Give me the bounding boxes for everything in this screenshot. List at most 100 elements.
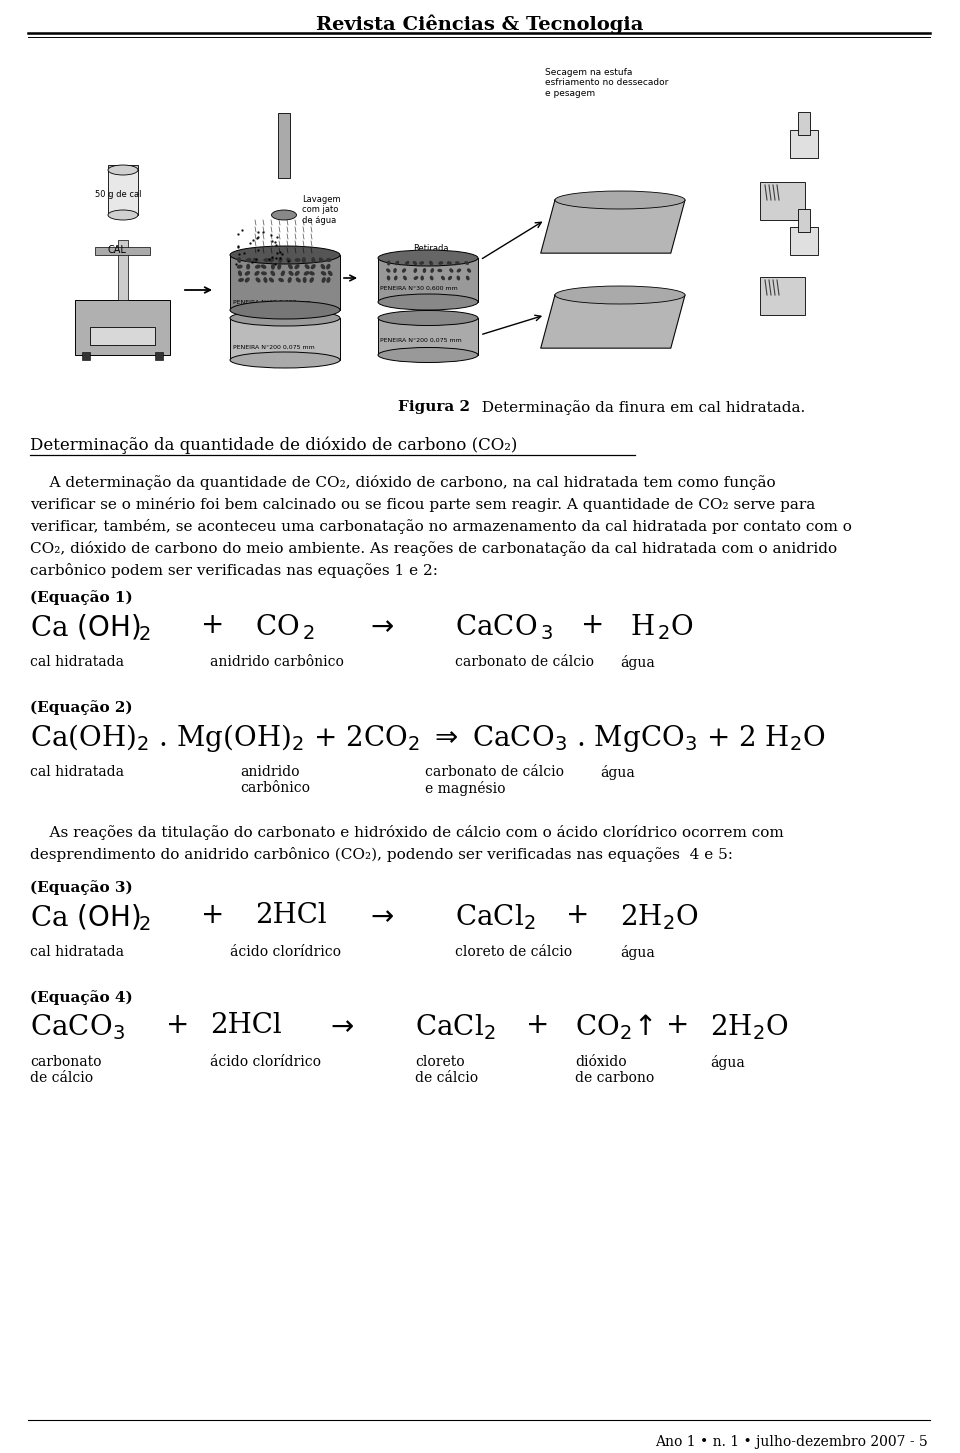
Text: cal hidratada: cal hidratada	[30, 655, 124, 668]
Bar	[90, 327, 155, 344]
Bar	[790, 129, 818, 158]
Ellipse shape	[255, 278, 259, 283]
Ellipse shape	[286, 278, 292, 282]
Text: Revista Ciências & Tecnologia: Revista Ciências & Tecnologia	[316, 15, 644, 35]
Ellipse shape	[287, 270, 293, 276]
Ellipse shape	[244, 270, 249, 276]
Ellipse shape	[414, 267, 418, 273]
Ellipse shape	[272, 264, 276, 269]
Ellipse shape	[326, 257, 332, 263]
Ellipse shape	[108, 211, 138, 219]
Ellipse shape	[264, 278, 268, 283]
Text: água: água	[710, 1055, 745, 1069]
Ellipse shape	[293, 270, 299, 276]
Text: $+$: $+$	[580, 612, 602, 639]
Bar	[82, 352, 90, 360]
Bar	[108, 166, 138, 170]
Ellipse shape	[439, 262, 444, 264]
Ellipse shape	[305, 278, 309, 283]
Ellipse shape	[313, 263, 318, 270]
Ellipse shape	[441, 276, 445, 280]
Text: Determinação da quantidade de dióxido de carbono (CO₂): Determinação da quantidade de dióxido de…	[30, 437, 517, 455]
Ellipse shape	[287, 257, 293, 263]
Ellipse shape	[403, 276, 407, 280]
Text: PENEIRA N°200 0,075 mm: PENEIRA N°200 0,075 mm	[380, 339, 462, 343]
Ellipse shape	[414, 276, 419, 280]
Text: As reações da titulação do carbonato e hidróxido de cálcio com o ácido clorídric: As reações da titulação do carbonato e h…	[30, 825, 783, 840]
Text: cal hidratada: cal hidratada	[30, 944, 124, 959]
Ellipse shape	[302, 264, 309, 269]
Ellipse shape	[319, 264, 324, 269]
Ellipse shape	[247, 264, 252, 269]
Ellipse shape	[466, 276, 469, 280]
Bar	[760, 182, 805, 219]
Ellipse shape	[378, 294, 478, 309]
Ellipse shape	[310, 272, 316, 276]
Ellipse shape	[302, 259, 308, 262]
Text: (Equação 1): (Equação 1)	[30, 590, 132, 604]
Ellipse shape	[313, 278, 317, 283]
Text: Determinação da finura em cal hidratada.: Determinação da finura em cal hidratada.	[472, 400, 805, 416]
Ellipse shape	[394, 267, 396, 273]
Text: carbônico: carbônico	[240, 782, 310, 795]
Text: de cálcio: de cálcio	[30, 1071, 93, 1085]
Ellipse shape	[278, 270, 283, 276]
Text: $\rightarrow$: $\rightarrow$	[365, 902, 395, 928]
Text: 2HCl: 2HCl	[210, 1011, 281, 1039]
Ellipse shape	[255, 270, 260, 276]
Bar	[798, 209, 810, 232]
Ellipse shape	[387, 276, 391, 280]
Bar	[378, 318, 478, 355]
Polygon shape	[540, 201, 685, 253]
Ellipse shape	[449, 269, 453, 273]
Text: carbonato de cálcio: carbonato de cálcio	[425, 764, 564, 779]
Ellipse shape	[230, 309, 340, 325]
Ellipse shape	[446, 262, 452, 264]
Ellipse shape	[236, 264, 242, 269]
Text: carbonato: carbonato	[30, 1055, 102, 1069]
Text: Ano 1 • n. 1 • julho-dezembro 2007 - 5: Ano 1 • n. 1 • julho-dezembro 2007 - 5	[656, 1436, 928, 1449]
Text: cloreto de cálcio: cloreto de cálcio	[455, 944, 572, 959]
Ellipse shape	[405, 262, 409, 264]
Text: $+$: $+$	[665, 1011, 687, 1039]
Text: CaCO$_{\,3}$: CaCO$_{\,3}$	[455, 612, 553, 642]
Ellipse shape	[295, 257, 300, 263]
Ellipse shape	[261, 270, 265, 276]
Ellipse shape	[378, 311, 478, 325]
Bar	[230, 318, 340, 360]
Text: carbonato de cálcio: carbonato de cálcio	[455, 655, 594, 668]
Bar	[108, 170, 138, 215]
Text: CaCO$_3$: CaCO$_3$	[30, 1011, 125, 1042]
Ellipse shape	[271, 270, 276, 276]
Text: água: água	[620, 655, 655, 670]
Text: CAL: CAL	[108, 246, 127, 254]
Bar	[75, 299, 170, 355]
Ellipse shape	[326, 272, 332, 276]
Text: Lavagem
com jato
de água: Lavagem com jato de água	[302, 195, 341, 225]
Ellipse shape	[467, 269, 471, 273]
Bar	[760, 278, 805, 315]
Ellipse shape	[378, 250, 478, 266]
Ellipse shape	[420, 276, 424, 280]
Bar	[790, 227, 818, 254]
Text: Secagem na estufa
esfriamento no dessecador
e pesagem: Secagem na estufa esfriamento no desseca…	[545, 68, 668, 97]
Ellipse shape	[422, 267, 426, 273]
Bar	[230, 254, 340, 309]
Text: 2H$_2$O: 2H$_2$O	[620, 902, 699, 931]
Text: 50 g de cal: 50 g de cal	[95, 190, 141, 199]
Text: $+$: $+$	[200, 612, 223, 639]
Text: anidrido: anidrido	[240, 764, 300, 779]
Ellipse shape	[311, 259, 318, 262]
Ellipse shape	[262, 257, 267, 263]
Ellipse shape	[457, 276, 460, 280]
Ellipse shape	[318, 257, 324, 262]
Text: (Equação 3): (Equação 3)	[30, 881, 132, 895]
Ellipse shape	[465, 262, 469, 264]
Text: água: água	[620, 944, 655, 960]
Bar	[28, 48, 928, 375]
Ellipse shape	[319, 278, 324, 283]
Text: cloreto: cloreto	[415, 1055, 465, 1069]
Text: de cálcio: de cálcio	[415, 1071, 478, 1085]
Bar	[118, 240, 128, 299]
Ellipse shape	[279, 264, 285, 269]
